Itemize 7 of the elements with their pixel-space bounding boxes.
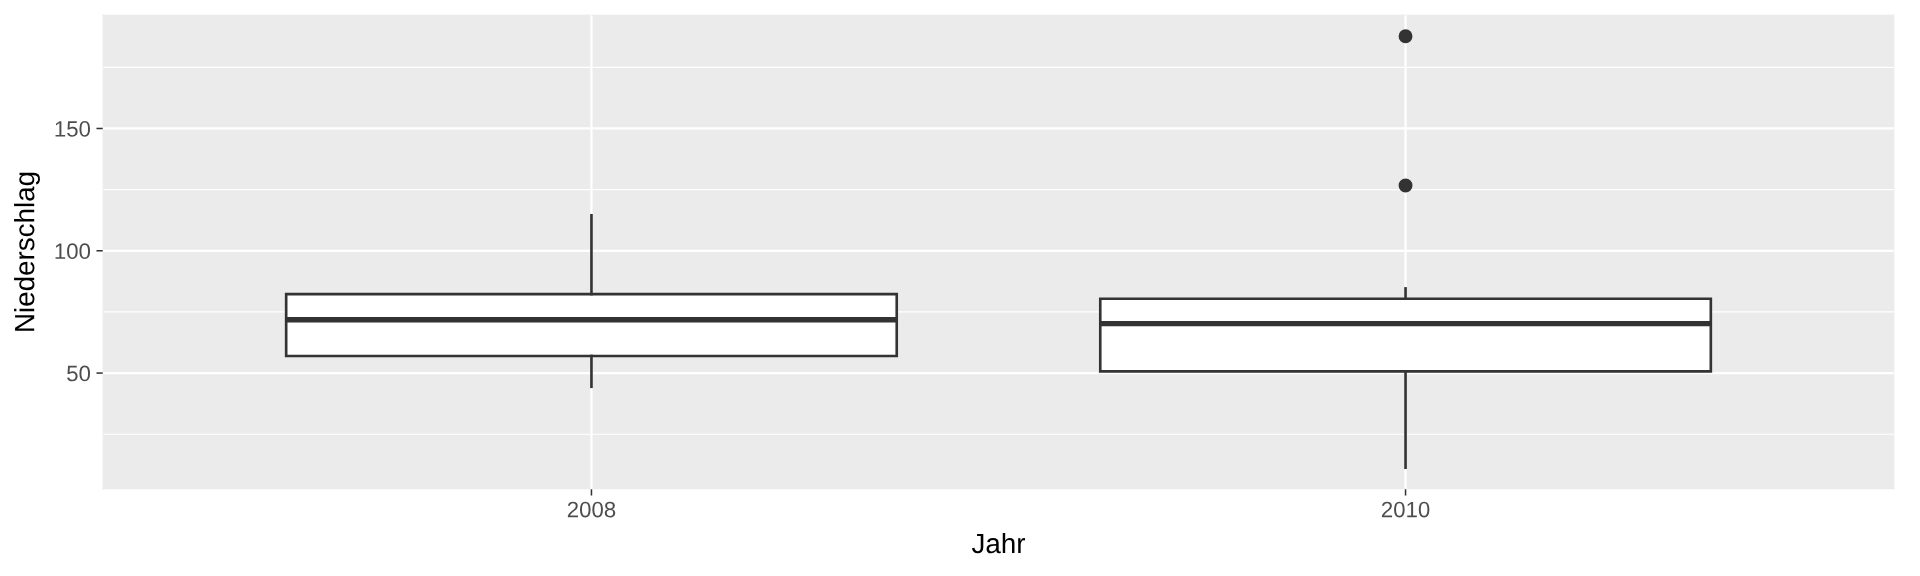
y-axis-title: Niederschlag — [14, 172, 40, 331]
y-tick-label: 150 — [55, 121, 91, 137]
x-tick-label: 2008 — [567, 501, 616, 518]
x-tick-label: 2010 — [1381, 501, 1430, 518]
x-axis-title: Jahr — [971, 532, 1026, 554]
y-tick-label: 100 — [55, 243, 91, 260]
y-tick-label: 50 — [67, 365, 91, 382]
